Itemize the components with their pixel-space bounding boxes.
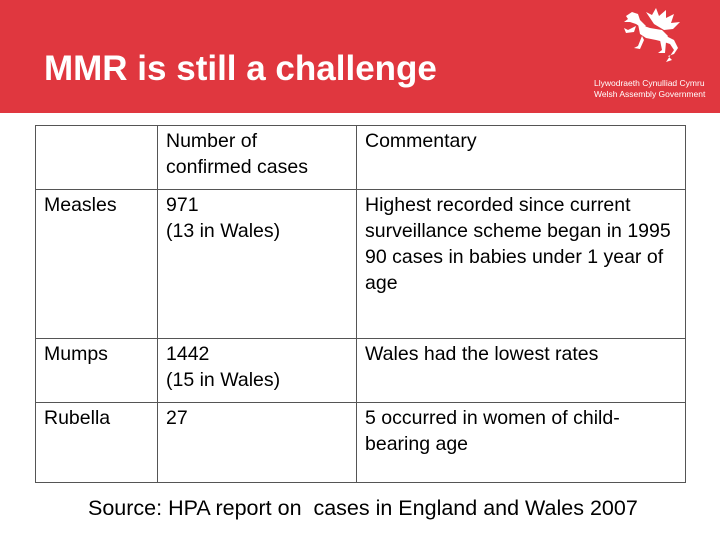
cases-cell: 971 (13 in Wales) xyxy=(157,189,357,339)
cases-cell: 27 xyxy=(157,402,357,483)
table-header-row: Number of confirmed cases Commentary xyxy=(35,125,686,190)
table-header-cell: Number of confirmed cases xyxy=(157,125,357,190)
cases-cell: 1442 (15 in Wales) xyxy=(157,338,357,403)
disease-cell: Rubella xyxy=(35,402,158,483)
commentary-cell: 5 occurred in women of child-bearing age xyxy=(356,402,686,483)
slide-title: MMR is still a challenge xyxy=(44,49,437,88)
mmr-cases-table: Number of confirmed cases Commentary Mea… xyxy=(35,125,686,483)
logo-caption: Llywodraeth Cynulliad Cymru Welsh Assemb… xyxy=(594,78,714,100)
welsh-dragon-icon xyxy=(624,8,680,62)
header-banner: MMR is still a challenge Llywodraeth Cyn… xyxy=(0,0,720,113)
commentary-cell: Wales had the lowest rates xyxy=(356,338,686,403)
table-row: Rubella 27 5 occurred in women of child-… xyxy=(35,402,686,483)
welsh-assembly-logo: Llywodraeth Cynulliad Cymru Welsh Assemb… xyxy=(594,6,714,108)
disease-cell: Mumps xyxy=(35,338,158,403)
table-header-cell xyxy=(35,125,158,190)
logo-line-welsh: Llywodraeth Cynulliad Cymru xyxy=(594,78,705,88)
table-header-cell: Commentary xyxy=(356,125,686,190)
commentary-cell: Highest recorded since current surveilla… xyxy=(356,189,686,339)
source-note: Source: HPA report on cases in England a… xyxy=(88,496,638,520)
table-row: Mumps 1442 (15 in Wales) Wales had the l… xyxy=(35,338,686,403)
table-row: Measles 971 (13 in Wales) Highest record… xyxy=(35,189,686,339)
disease-cell: Measles xyxy=(35,189,158,339)
logo-line-english: Welsh Assembly Government xyxy=(594,89,706,99)
